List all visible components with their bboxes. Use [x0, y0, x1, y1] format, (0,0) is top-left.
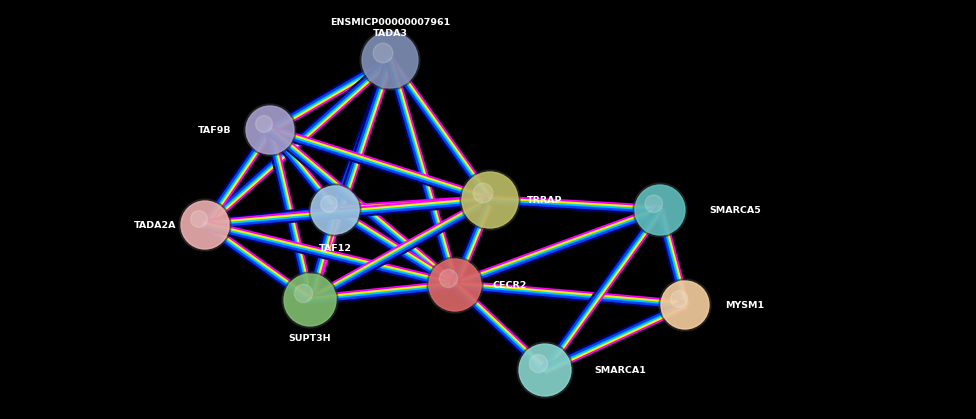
Circle shape — [519, 344, 571, 396]
Circle shape — [439, 269, 458, 287]
Text: SMARCA5: SMARCA5 — [710, 205, 761, 215]
Circle shape — [244, 104, 296, 156]
Circle shape — [427, 257, 483, 313]
Circle shape — [179, 199, 231, 251]
Circle shape — [635, 185, 685, 235]
Circle shape — [473, 183, 493, 203]
Circle shape — [373, 43, 392, 63]
Text: TRRAP: TRRAP — [527, 196, 563, 204]
Circle shape — [309, 184, 361, 236]
Text: SMARCA1: SMARCA1 — [594, 365, 646, 375]
Circle shape — [362, 32, 418, 88]
Circle shape — [633, 183, 687, 237]
Circle shape — [190, 211, 208, 228]
Circle shape — [671, 291, 687, 308]
Text: CECR2: CECR2 — [493, 280, 527, 290]
Circle shape — [529, 354, 548, 372]
Circle shape — [320, 196, 338, 212]
Circle shape — [429, 259, 481, 311]
Circle shape — [311, 186, 359, 234]
Circle shape — [282, 272, 338, 328]
Circle shape — [246, 106, 294, 154]
Circle shape — [295, 285, 312, 303]
Circle shape — [517, 342, 573, 398]
Circle shape — [256, 116, 272, 132]
Circle shape — [645, 195, 663, 212]
Circle shape — [284, 274, 336, 326]
Circle shape — [462, 172, 518, 228]
Text: SUPT3H: SUPT3H — [289, 334, 331, 342]
Text: TADA2A: TADA2A — [134, 220, 177, 230]
Text: MYSM1: MYSM1 — [725, 300, 764, 310]
Circle shape — [661, 281, 709, 329]
Text: TAF9B: TAF9B — [198, 126, 231, 134]
Circle shape — [460, 170, 520, 230]
Text: TAF12: TAF12 — [318, 243, 351, 253]
Circle shape — [659, 279, 711, 331]
Circle shape — [360, 30, 420, 90]
Text: ENSMICP00000007961
TADA3: ENSMICP00000007961 TADA3 — [330, 18, 450, 38]
Circle shape — [181, 201, 229, 249]
